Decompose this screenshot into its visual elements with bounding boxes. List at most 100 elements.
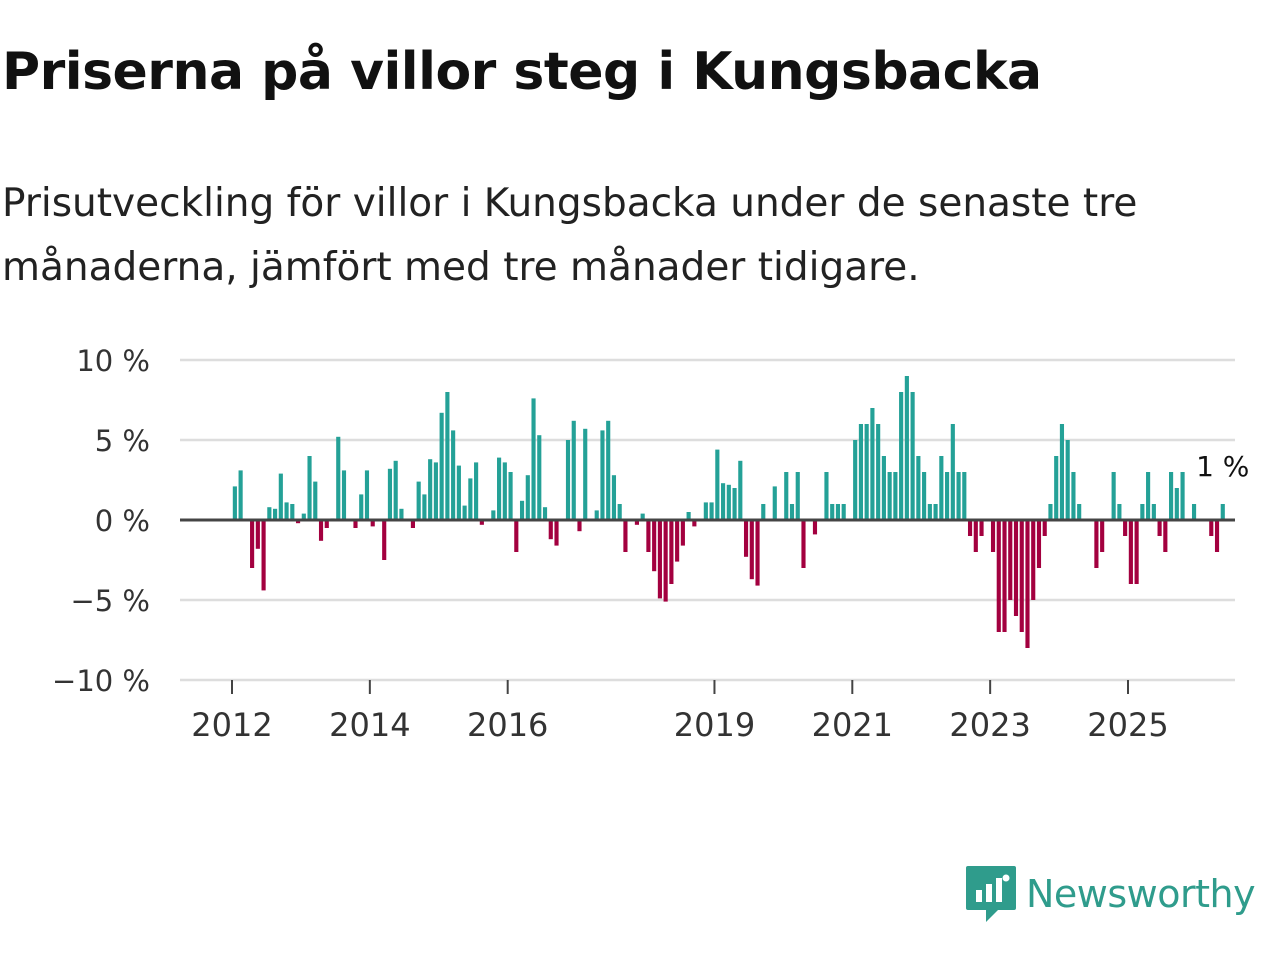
chart-title: Priserna på villor steg i Kungsbacka [2, 42, 1042, 102]
x-tick-label: 2021 [812, 706, 893, 744]
bar [1071, 472, 1076, 520]
y-tick-label: 10 % [76, 344, 150, 378]
bar [433, 462, 438, 520]
bar [491, 510, 496, 520]
bar [881, 456, 886, 520]
bar [623, 520, 628, 552]
x-tick-label: 2012 [191, 706, 272, 744]
bar [864, 424, 869, 520]
bar [1100, 520, 1105, 552]
bar [301, 513, 306, 520]
bar [410, 520, 415, 528]
newsworthy-logo-icon [966, 866, 1016, 922]
bar [364, 470, 370, 520]
bar [307, 456, 312, 520]
x-tick-label: 2016 [467, 706, 548, 744]
bar [1059, 424, 1065, 520]
bar [232, 486, 237, 520]
y-tick-label: 0 % [95, 504, 150, 538]
bar [1146, 472, 1151, 520]
bar [583, 428, 588, 520]
bar [652, 520, 657, 572]
bar [1048, 504, 1053, 520]
bar [1191, 504, 1197, 520]
bar [617, 504, 622, 520]
x-tick-label: 2019 [674, 706, 755, 744]
grid-layer [180, 358, 1235, 682]
last-value-label: 1 % [1196, 450, 1249, 483]
bar [382, 520, 387, 560]
bar [830, 504, 835, 520]
bar [1220, 504, 1225, 520]
bar [422, 494, 427, 520]
bar [887, 472, 892, 520]
bar [1025, 520, 1030, 648]
bar [853, 440, 858, 520]
bar [1002, 520, 1007, 632]
bar [1008, 520, 1013, 600]
bar [732, 488, 737, 520]
bar [393, 460, 398, 520]
bar [1036, 520, 1042, 568]
bar-layer [232, 376, 1225, 648]
bar [692, 520, 697, 527]
bar [1111, 472, 1116, 520]
bar [669, 520, 674, 584]
bar [1065, 440, 1070, 520]
bar [387, 468, 393, 520]
y-tick-label: 5 % [95, 424, 150, 458]
bar [525, 475, 530, 520]
bar [1031, 520, 1036, 600]
bar [726, 484, 731, 520]
bar [801, 520, 806, 568]
bar [600, 430, 605, 520]
bar [1214, 520, 1220, 552]
bar [755, 520, 760, 586]
bar [548, 520, 553, 540]
bar [318, 520, 324, 541]
bar [341, 470, 347, 520]
bar [359, 494, 364, 520]
newsworthy-logo: Newsworthy [964, 864, 1256, 924]
bar [703, 502, 708, 520]
bar [1128, 520, 1133, 584]
bar [675, 520, 680, 562]
bar [990, 520, 996, 552]
bar [870, 408, 875, 520]
bar [721, 483, 726, 520]
x-tick-label: 2023 [949, 706, 1030, 744]
bar [738, 460, 743, 520]
bar [996, 520, 1001, 632]
bar [893, 472, 898, 520]
bar-chart: 10 % 5 % 0 % −5 % −10 % 2012 2014 2016 2019 2021 2… [52, 344, 1249, 744]
bar [749, 520, 754, 580]
bar [255, 520, 260, 549]
bar [772, 486, 777, 520]
bar [1180, 472, 1185, 520]
bar [1174, 488, 1179, 520]
bar [502, 462, 507, 520]
bar [715, 449, 720, 520]
bar [238, 470, 243, 520]
brand-name: Newsworthy [1026, 872, 1256, 916]
bar [1054, 456, 1059, 520]
bar [950, 424, 955, 520]
bar [1042, 520, 1047, 536]
bar [313, 481, 318, 520]
bar [1134, 520, 1139, 584]
bar [824, 472, 829, 520]
bar [519, 500, 525, 520]
x-tick-label: 2025 [1087, 706, 1168, 744]
bar [445, 392, 450, 520]
bar [899, 392, 904, 520]
bar [399, 508, 404, 520]
bar [531, 398, 536, 520]
bar [1019, 520, 1024, 632]
bar [709, 502, 714, 520]
bar [554, 520, 559, 546]
bar [514, 520, 519, 552]
bar [456, 465, 461, 520]
bar [324, 520, 329, 528]
bar [686, 512, 691, 520]
bar [795, 472, 800, 520]
